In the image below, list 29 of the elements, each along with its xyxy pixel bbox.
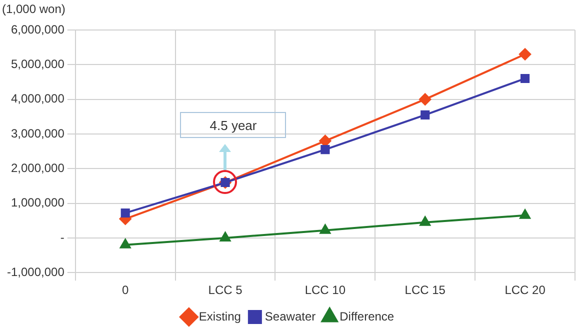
x-tick-label: LCC 10 [304, 283, 346, 298]
point [120, 208, 130, 218]
point [519, 48, 532, 60]
point [419, 93, 432, 106]
y-tick-label: - [60, 230, 64, 244]
point [320, 145, 330, 154]
x-tick-label: 0 [122, 283, 129, 298]
y-tick-label: 2,000,000 [10, 160, 65, 175]
point [220, 232, 231, 242]
y-tick-label: 4,000,000 [10, 92, 65, 106]
annotation: 4.5 year [180, 112, 286, 138]
point [520, 74, 530, 84]
legend-label: Existing [198, 309, 241, 324]
x-tick-label: LCC 5 [208, 283, 243, 298]
legend-label: Difference [340, 309, 394, 324]
y-axis-title: (1,000 won) [2, 2, 66, 16]
y-tick-label: 5,000,000 [10, 56, 65, 71]
y-tick-label: 3,000,000 [10, 126, 65, 140]
y-tick-label: -1,000,000 [6, 264, 65, 279]
x-tick-label: LCC 15 [404, 283, 446, 298]
point [320, 224, 331, 234]
point [420, 110, 430, 120]
x-tick-label: LCC 20 [504, 283, 546, 298]
point [420, 216, 430, 226]
point [120, 238, 131, 248]
y-tick-label: 6,000,000 [10, 22, 65, 36]
y-tick-label: 1,000,000 [10, 196, 65, 210]
point [520, 209, 530, 219]
legend-label: Seawater [264, 309, 316, 324]
